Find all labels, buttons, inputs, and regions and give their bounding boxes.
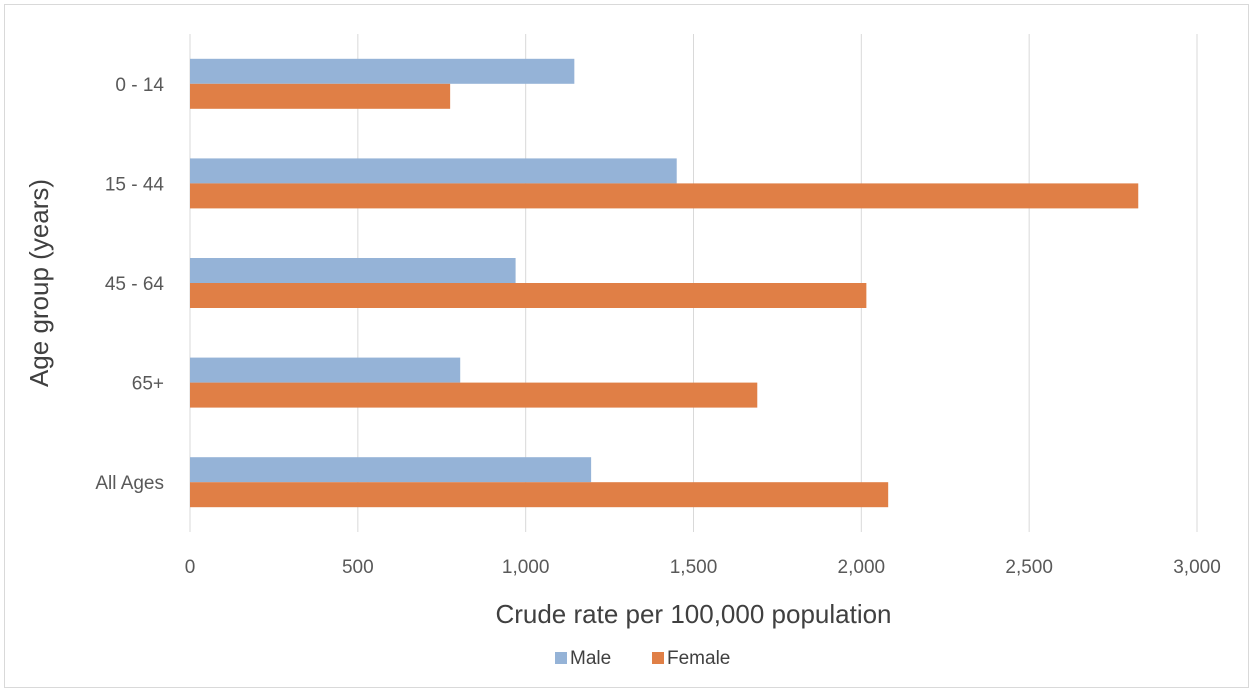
x-tick-label: 500 [342, 557, 374, 578]
x-axis-title: Crude rate per 100,000 population [495, 599, 891, 629]
x-tick-label: 1,500 [670, 557, 718, 578]
legend-swatch-male [555, 652, 567, 664]
x-tick-label: 1,000 [502, 557, 550, 578]
legend-swatch-female [652, 652, 664, 664]
bar-male-0 [190, 58, 575, 84]
y-tick-label: 0 - 14 [115, 75, 164, 96]
bar-female-2 [190, 283, 867, 308]
bar-female-3 [190, 382, 758, 408]
x-tick-label: 0 [185, 557, 196, 578]
legend-label-female: Female [667, 648, 730, 669]
bar-male-1 [190, 158, 677, 184]
legend: Male Female [555, 648, 730, 669]
bar-male-4 [190, 457, 592, 483]
bar-female-1 [190, 183, 1139, 209]
legend-label-male: Male [570, 648, 611, 669]
x-tick-label: 3,000 [1173, 557, 1221, 578]
y-tick-label: 15 - 44 [105, 174, 165, 195]
x-tick-label: 2,000 [838, 557, 886, 578]
bar-male-2 [190, 258, 516, 283]
y-tick-labels: 0 - 14 15 - 44 45 - 64 65+ All Ages [95, 75, 164, 494]
chart-frame [4, 4, 1249, 688]
bar-female-0 [190, 83, 451, 109]
x-tick-labels: 0 500 1,000 1,500 2,000 2,500 3,000 [185, 557, 1221, 578]
bars [190, 58, 1139, 508]
x-tick-label: 2,500 [1005, 557, 1053, 578]
y-tick-label: All Ages [95, 473, 164, 494]
y-tick-label: 45 - 64 [105, 274, 165, 295]
bar-male-3 [190, 357, 461, 383]
y-tick-label: 65+ [132, 374, 164, 395]
y-axis-title: Age group (years) [24, 179, 54, 387]
bar-female-4 [190, 482, 889, 508]
